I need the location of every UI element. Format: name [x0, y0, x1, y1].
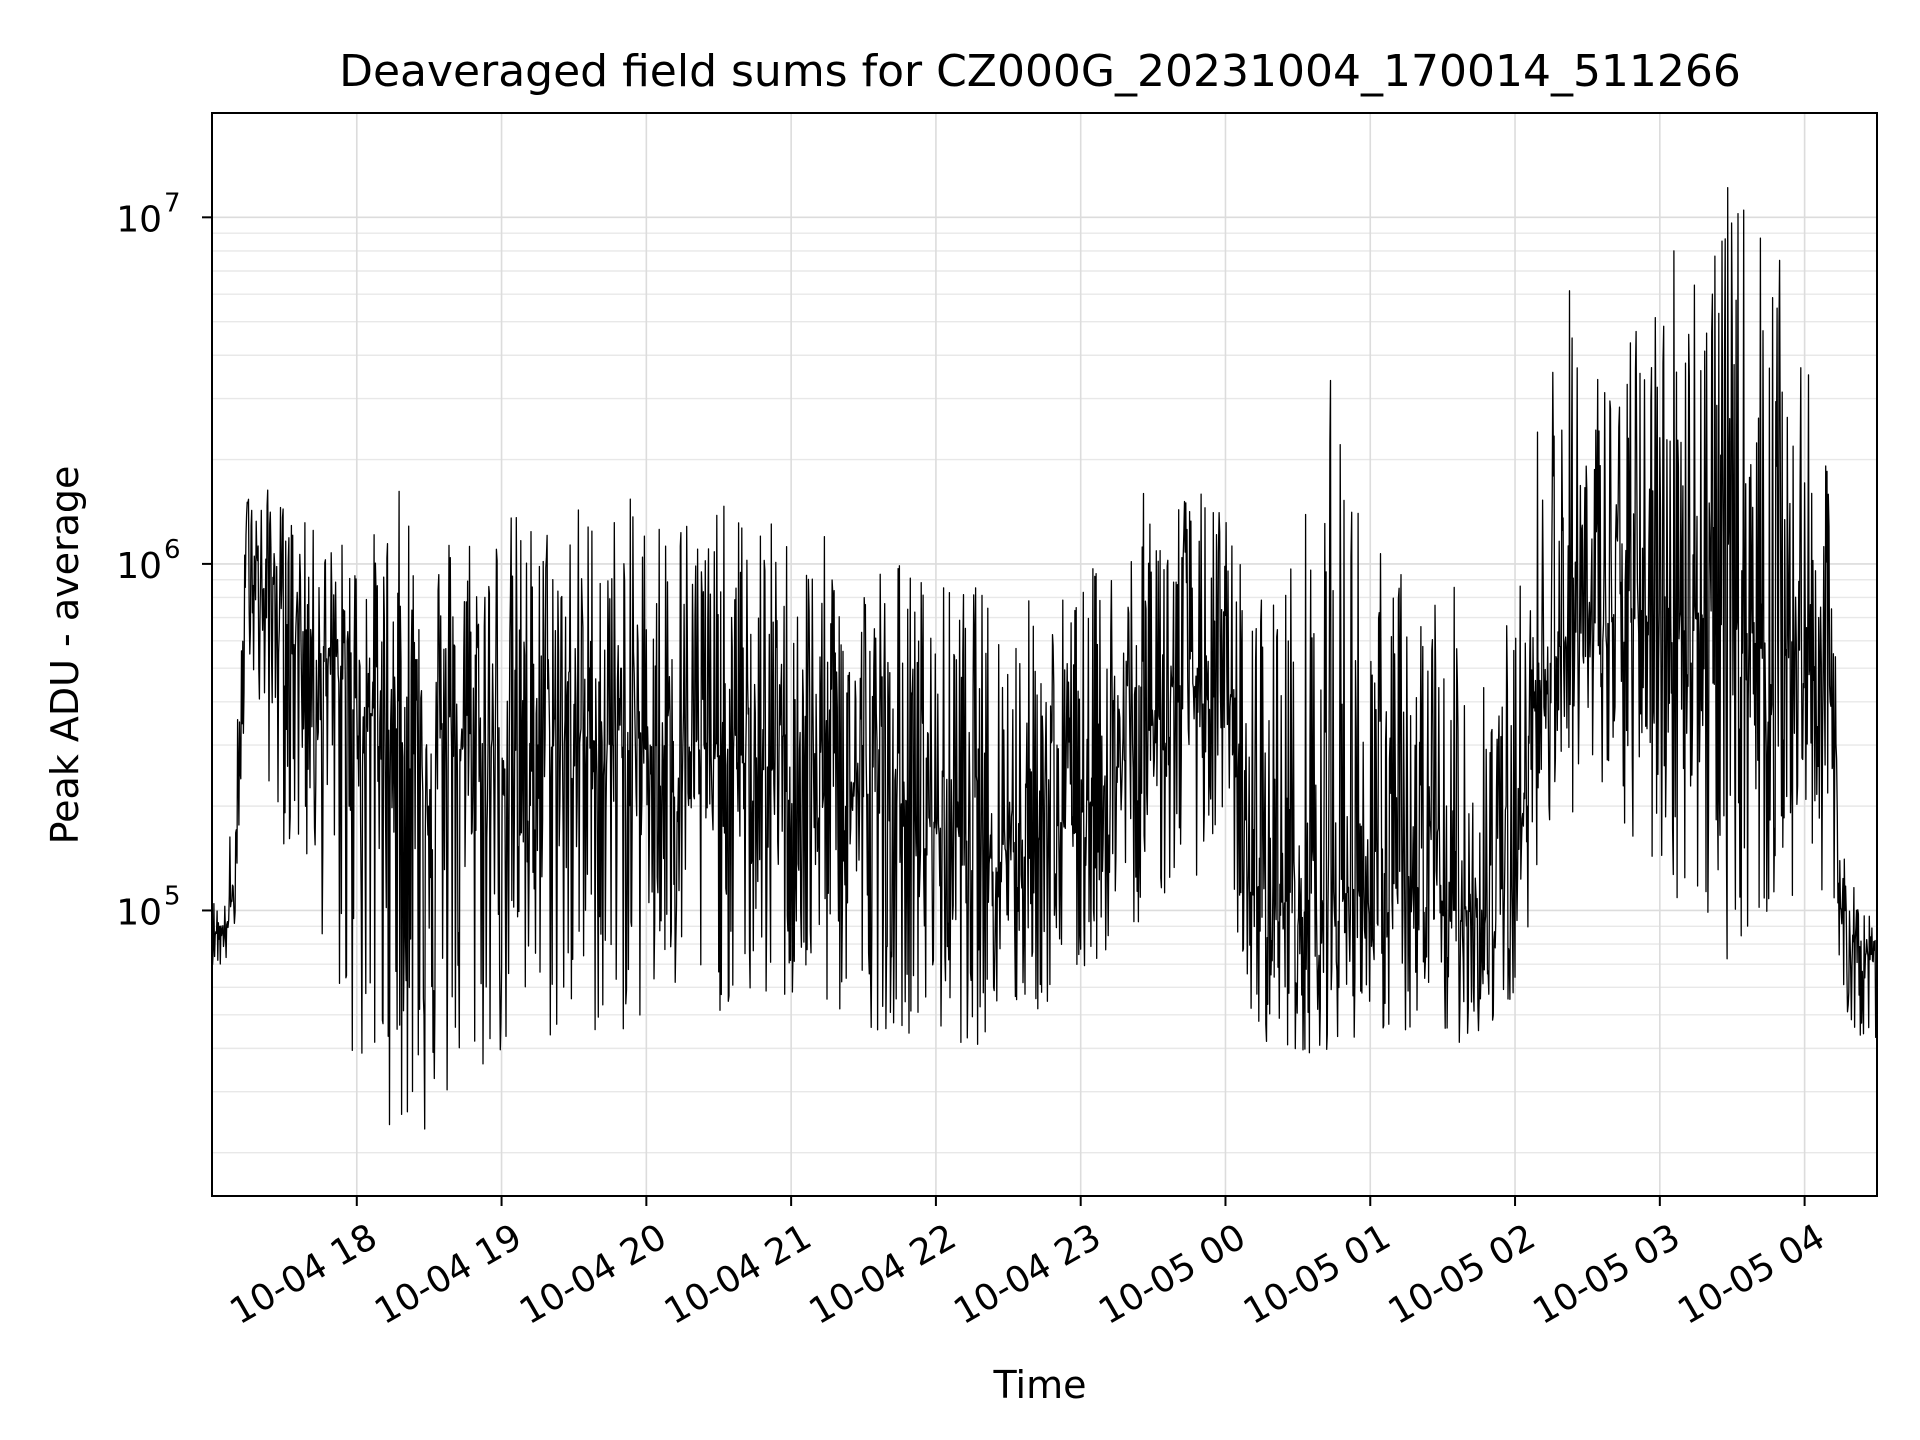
- y-tick-label: 10: [116, 892, 162, 933]
- series-line: [211, 187, 1878, 1130]
- plot-frame: [211, 112, 1878, 1197]
- y-tick-label: 10: [116, 199, 162, 240]
- y-tick-exponent: 7: [164, 188, 181, 218]
- x-axis-label: Time: [993, 1363, 1087, 1407]
- y-tick-exponent: 6: [164, 535, 181, 565]
- y-axis-label: Peak ADU - average: [43, 466, 87, 845]
- chart-title: Deaveraged field sums for CZ000G_2023100…: [339, 46, 1741, 97]
- y-tick-exponent: 5: [164, 881, 181, 911]
- y-tick-label: 10: [116, 546, 162, 587]
